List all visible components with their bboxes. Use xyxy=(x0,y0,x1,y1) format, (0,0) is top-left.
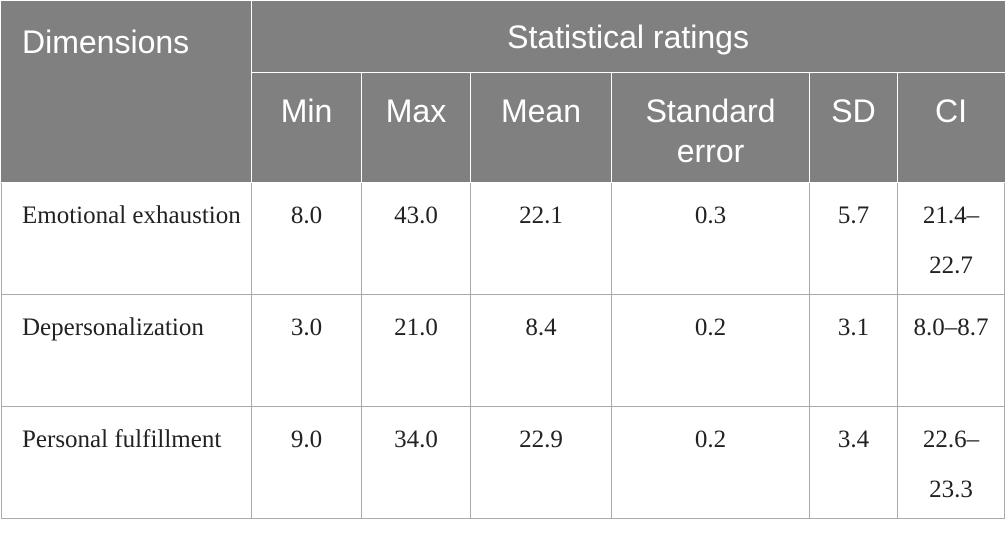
cell: 5.7 xyxy=(809,182,898,295)
cell: 8.0–8.7 xyxy=(896,294,1005,407)
cell: 8.4 xyxy=(470,294,612,407)
cell: 3.4 xyxy=(809,406,898,519)
column-header: Standard error xyxy=(611,72,810,183)
cell: 34.0 xyxy=(361,406,471,519)
cell: 9.0 xyxy=(251,406,362,519)
cell: 21.0 xyxy=(361,294,471,407)
cell: 0.3 xyxy=(611,182,810,295)
row-label: Personal fulfillment xyxy=(1,406,252,519)
cell: 43.0 xyxy=(361,182,471,295)
column-header: Mean xyxy=(470,72,612,183)
header-title: Dimensions xyxy=(1,1,252,183)
cell: 22.9 xyxy=(470,406,612,519)
column-header: CI xyxy=(896,72,1005,183)
cell: 3.1 xyxy=(809,294,898,407)
table-row: Personal fulfillment 9.0 34.0 22.9 0.2 3.4 22.… xyxy=(1,406,1005,519)
header-group: Statistical ratings xyxy=(250,1,1005,73)
column-header: SD xyxy=(809,72,898,183)
cell: 0.2 xyxy=(611,294,810,407)
cell: 21.4–22.7 xyxy=(896,182,1005,295)
cell: 0.2 xyxy=(611,406,810,519)
cell: 22.1 xyxy=(470,182,612,295)
cell: 8.0 xyxy=(251,182,362,295)
column-header: Min xyxy=(251,72,362,183)
cell: 22.6–23.3 xyxy=(896,406,1005,519)
row-label: Depersonalization xyxy=(1,294,252,407)
table: Dimensions Statistical ratings Min Max Mea… xyxy=(1,1,1005,519)
table-body: Emotional exhaustion 8.0 43.0 22.1 0.3 5.7 21.… xyxy=(1,182,1005,519)
table-header: Dimensions Statistical ratings Min Max Mea… xyxy=(1,1,1005,183)
table-row: Depersonalization 3.0 21.0 8.4 0.2 3.1 8.0–8.7 xyxy=(1,294,1005,407)
row-label: Emotional exhaustion xyxy=(1,182,252,295)
table-row: Emotional exhaustion 8.0 43.0 22.1 0.3 5.7 21.… xyxy=(1,182,1005,295)
column-header: Max xyxy=(361,72,471,183)
cell: 3.0 xyxy=(251,294,362,407)
